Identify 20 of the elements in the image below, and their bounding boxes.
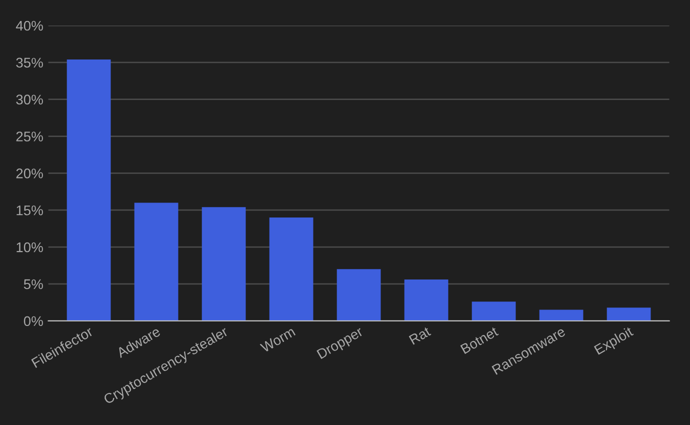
- y-tick-label: 5%: [24, 279, 43, 290]
- y-tick-label: 40%: [16, 20, 43, 31]
- y-tick-label: 0%: [24, 316, 43, 326]
- y-tick-label: 30%: [16, 94, 43, 105]
- bar: [539, 310, 584, 321]
- y-tick-label: 10%: [16, 242, 43, 252]
- bar: [336, 269, 381, 321]
- bar: [66, 59, 111, 321]
- y-tick-label: 15%: [16, 206, 43, 216]
- bar: [134, 202, 178, 321]
- y-tick-label: 35%: [16, 58, 43, 68]
- x-tick-label: Rat: [408, 326, 432, 345]
- x-tick-label: Worm: [260, 326, 296, 353]
- bar: [606, 308, 651, 321]
- bar: [202, 207, 246, 321]
- bar: [472, 302, 516, 321]
- y-tick-label: 25%: [16, 132, 43, 142]
- bar: [404, 280, 448, 321]
- bar: [269, 217, 314, 321]
- y-tick-label: 20%: [16, 168, 43, 178]
